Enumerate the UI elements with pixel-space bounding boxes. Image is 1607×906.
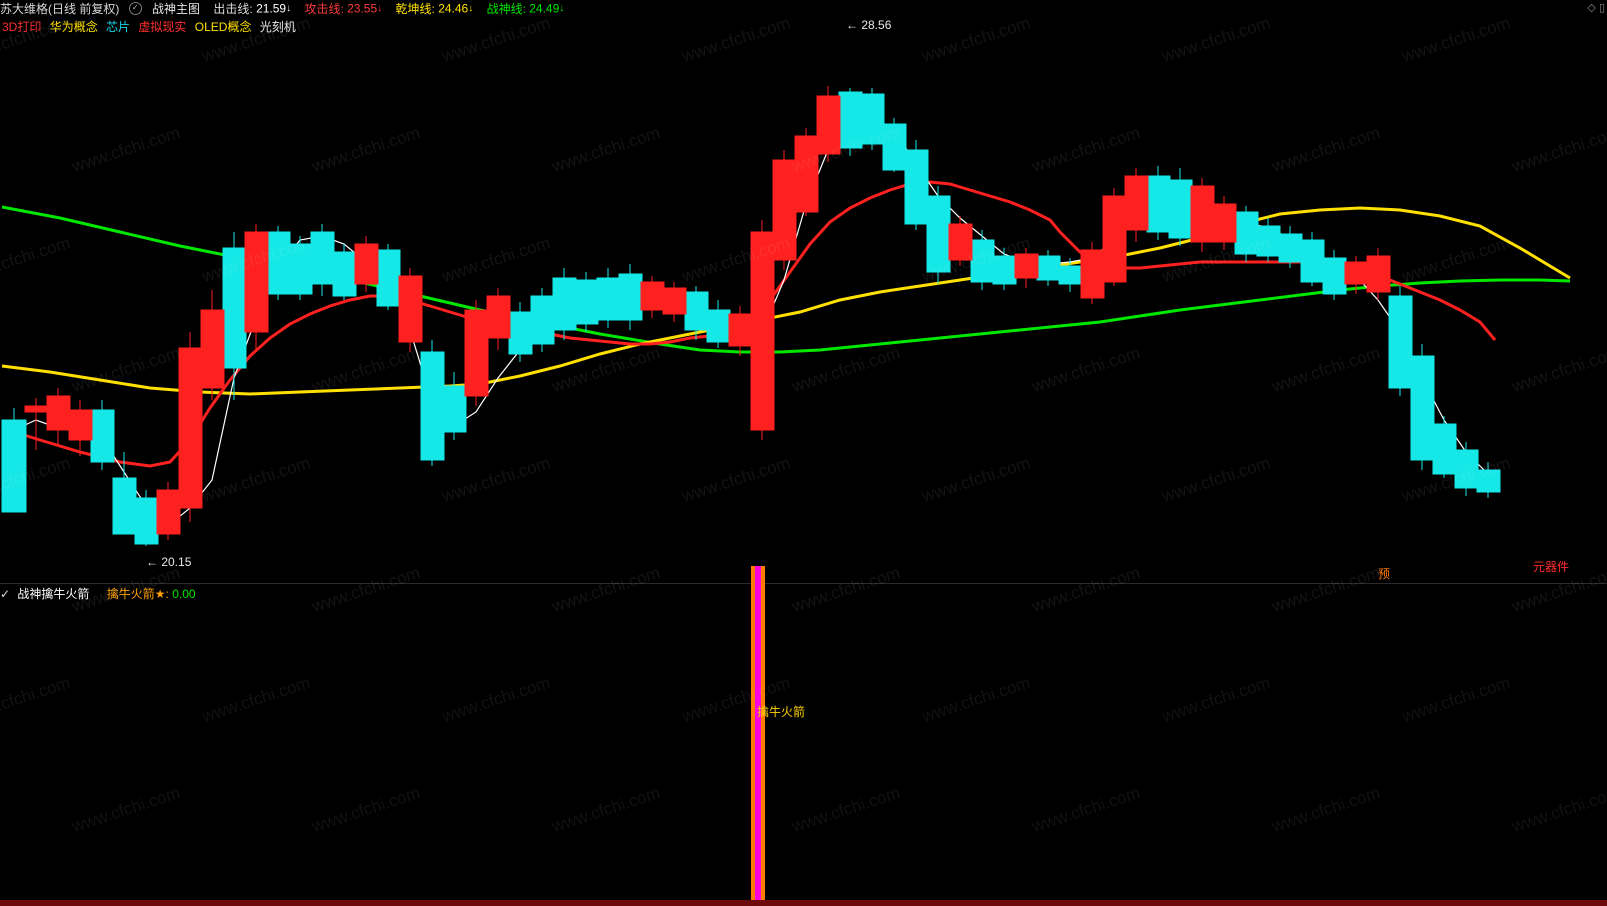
field-label-qiankun: 乾坤线: [395, 2, 435, 16]
indicator-value: 0.00 [172, 587, 196, 601]
field-arrow-zhanshen: ↓ [559, 3, 565, 14]
field-value-zhanshen: 24.49 [529, 1, 560, 16]
indicator-collapse-icon[interactable]: ✓ [0, 587, 11, 601]
tag-vr[interactable]: 虚拟现实 [138, 20, 187, 34]
stock-title: 苏大维格(日线 前复权) [0, 2, 120, 16]
indicator-bottom-bar [0, 900, 1607, 906]
indicator-pane: ✓ 战神擒牛火箭 擒牛火箭★: 0.00 [0, 584, 1607, 906]
tag-lithography[interactable]: 光刻机 [259, 20, 296, 34]
chart-header: 苏大维格(日线 前复权) ✓ 战神主图 出击线: 21.59↓ 攻击线: 23.… [0, 0, 1607, 17]
ma-yellow-line [1, 206, 1571, 396]
window-corner-controls[interactable]: ◇ ▯ [1587, 2, 1605, 14]
field-value-gongji: 23.55 [347, 1, 378, 16]
field-label-chuji: 出击线: [213, 2, 253, 16]
field-label-gongji: 攻击线: [304, 2, 344, 16]
price-pane: 苏大维格(日线 前复权) ✓ 战神主图 出击线: 21.59↓ 攻击线: 23.… [0, 0, 1607, 583]
ma-red-line [1, 180, 1497, 468]
orange-mark-annotation: 预 [1378, 567, 1391, 581]
concept-tags: 3D打印 华为概念 芯片 虚拟现实 OLED概念 光刻机 [2, 18, 301, 35]
field-arrow-chuji: ↓ [286, 3, 292, 14]
field-arrow-gongji: ↓ [377, 3, 383, 14]
high-price-annotation: ← 28.56 [846, 18, 892, 32]
rocket-signal-bar [751, 566, 765, 900]
low-price-annotation: ← 20.15 [146, 555, 192, 569]
tag-oled[interactable]: OLED概念 [194, 20, 252, 34]
field-value-qiankun: 24.46 [438, 1, 469, 16]
rocket-signal-core [755, 566, 761, 900]
indicator-title: 战神主图 [152, 2, 201, 16]
field-arrow-qiankun: ↓ [468, 3, 474, 14]
tag-huawei[interactable]: 华为概念 [49, 20, 98, 34]
right-edge-annotation: 元器件 [1533, 560, 1570, 574]
candle-series [1, 86, 1501, 546]
field-label-zhanshen: 战神线: [486, 2, 526, 16]
collapse-icon[interactable]: ✓ [128, 2, 142, 15]
price-chart-svg [1, 86, 1571, 546]
indicator-value-label: 擒牛火箭★: [106, 587, 169, 601]
field-value-chuji: 21.59 [256, 1, 287, 16]
tag-3d-printing[interactable]: 3D打印 [2, 20, 42, 34]
pane-divider [0, 583, 1607, 584]
indicator-pane-header: ✓ 战神擒牛火箭 擒牛火箭★: 0.00 [0, 584, 196, 601]
indicator-pane-title: 战神擒牛火箭 [17, 587, 90, 601]
rocket-signal-label: 擒牛火箭 [757, 705, 806, 719]
tag-chip[interactable]: 芯片 [106, 20, 131, 34]
